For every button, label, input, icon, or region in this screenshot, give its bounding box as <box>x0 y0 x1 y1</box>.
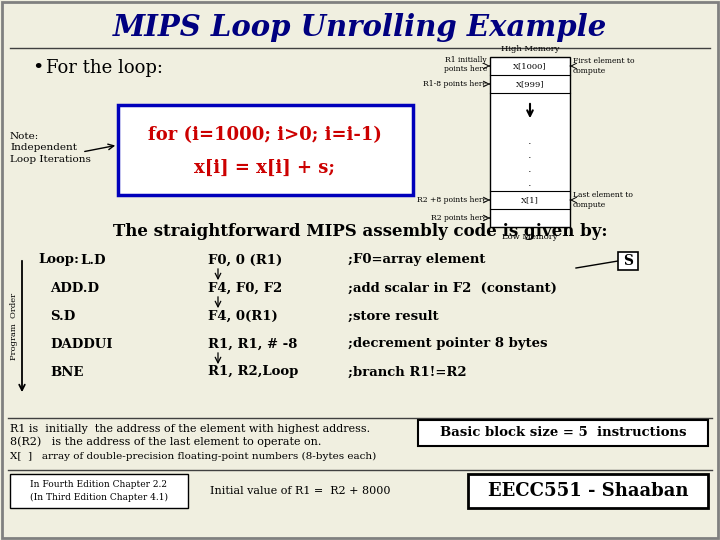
Text: S.D: S.D <box>50 309 76 322</box>
Text: R1-8 points here: R1-8 points here <box>423 80 487 88</box>
Text: F0, 0 (R1): F0, 0 (R1) <box>208 253 282 267</box>
Text: Low Memory: Low Memory <box>503 233 558 241</box>
Text: Note:
Independent
Loop Iterations: Note: Independent Loop Iterations <box>10 132 91 164</box>
Text: X[999]: X[999] <box>516 80 544 88</box>
Text: The straightforward MIPS assembly code is given by:: The straightforward MIPS assembly code i… <box>113 224 607 240</box>
Text: for (i=1000; i>0; i=i-1): for (i=1000; i>0; i=i-1) <box>148 126 382 144</box>
Text: ;add scalar in F2  (constant): ;add scalar in F2 (constant) <box>348 281 557 294</box>
Bar <box>118 105 413 195</box>
Text: DADDUI: DADDUI <box>50 338 112 350</box>
Text: R2 +8 points here: R2 +8 points here <box>417 196 487 204</box>
Text: Loop:: Loop: <box>38 253 79 267</box>
Text: MIPS Loop Unrolling Example: MIPS Loop Unrolling Example <box>113 14 607 43</box>
Text: ADD.D: ADD.D <box>50 281 99 294</box>
Text: EECC551 - Shaaban: EECC551 - Shaaban <box>487 482 688 500</box>
Text: ;branch R1!=R2: ;branch R1!=R2 <box>348 366 467 379</box>
Text: R1 initially: R1 initially <box>446 56 487 64</box>
Bar <box>490 57 570 227</box>
Text: .: . <box>528 164 532 174</box>
Text: .: . <box>528 150 532 160</box>
Text: First element to
compute: First element to compute <box>573 57 634 75</box>
Text: Program  Order: Program Order <box>10 293 18 360</box>
Bar <box>418 420 708 446</box>
Text: F4, F0, F2: F4, F0, F2 <box>208 281 282 294</box>
Bar <box>618 252 638 270</box>
Text: F4, 0(R1): F4, 0(R1) <box>208 309 278 322</box>
Text: R1, R2,Loop: R1, R2,Loop <box>208 366 298 379</box>
Text: S: S <box>623 254 633 268</box>
Text: Basic block size = 5  instructions: Basic block size = 5 instructions <box>440 427 686 440</box>
Text: L.D: L.D <box>80 253 106 267</box>
Text: R2 points here: R2 points here <box>431 214 487 222</box>
Text: 8(R2)   is the address of the last element to operate on.: 8(R2) is the address of the last element… <box>10 436 321 447</box>
Text: In Fourth Edition Chapter 2.2
(In Third Edition Chapter 4.1): In Fourth Edition Chapter 2.2 (In Third … <box>30 480 168 502</box>
Text: ;F0=array element: ;F0=array element <box>348 253 485 267</box>
Text: x[i] = x[i] + s;: x[i] = x[i] + s; <box>194 159 336 177</box>
Bar <box>468 474 708 508</box>
Text: .: . <box>528 178 532 188</box>
Bar <box>10 474 188 508</box>
Text: ;store result: ;store result <box>348 309 438 322</box>
Text: .: . <box>528 136 532 146</box>
Text: ;decrement pointer 8 bytes: ;decrement pointer 8 bytes <box>348 338 547 350</box>
Text: Last element to
compute: Last element to compute <box>573 191 633 208</box>
Text: X[1]: X[1] <box>521 196 539 204</box>
Text: For the loop:: For the loop: <box>46 59 163 77</box>
Text: High Memory: High Memory <box>500 45 559 53</box>
Text: BNE: BNE <box>50 366 84 379</box>
Text: R1 is  initially  the address of the element with highest address.: R1 is initially the address of the eleme… <box>10 424 370 434</box>
Text: •: • <box>32 59 43 77</box>
Text: points here: points here <box>444 65 487 73</box>
Text: X[  ]   array of double-precision floating-point numbers (8-bytes each): X[ ] array of double-precision floating-… <box>10 452 377 461</box>
Text: Initial value of R1 =  R2 + 8000: Initial value of R1 = R2 + 8000 <box>210 486 390 496</box>
Text: R1, R1, # -8: R1, R1, # -8 <box>208 338 297 350</box>
Text: X[1000]: X[1000] <box>513 62 546 70</box>
